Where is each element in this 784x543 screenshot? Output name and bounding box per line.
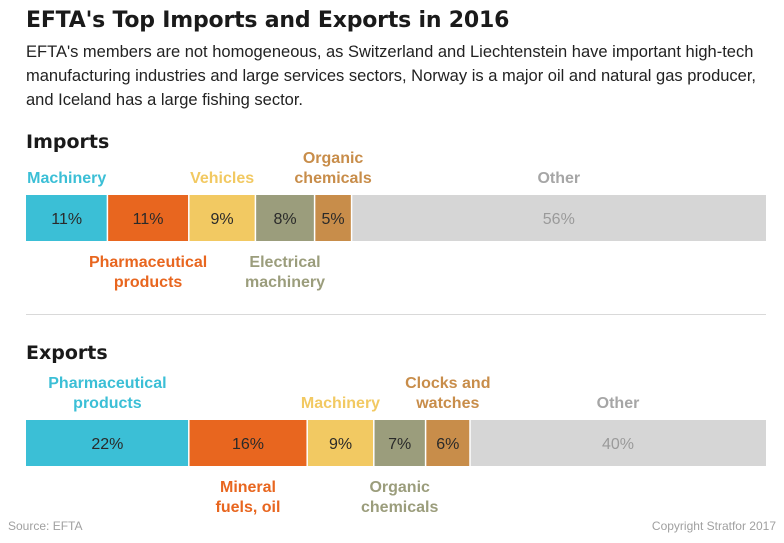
exports-bar-segment-4	[425, 420, 470, 466]
exports-value-label-2: 9%	[329, 436, 352, 453]
imports-value-label-2: 9%	[211, 211, 234, 228]
exports-bar-segment-5	[470, 420, 766, 466]
exports-value-label-0: 22%	[91, 436, 123, 453]
imports-value-label-3: 8%	[273, 211, 296, 228]
imports-category-label-2: Vehicles	[190, 170, 254, 187]
exports-bar-segment-1	[188, 420, 308, 466]
exports-bar-segment-2	[307, 420, 374, 466]
imports-category-label-0: Machinery	[27, 170, 106, 187]
source-note: Source: EFTA	[8, 519, 83, 533]
exports-value-label-5: 40%	[602, 436, 634, 453]
copyright-note: Copyright Stratfor 2017	[651, 519, 776, 533]
exports-bar-segment-3	[373, 420, 426, 466]
exports-category-label-1: Mineral fuels, oil	[216, 479, 281, 516]
imports-bar-segment-5	[351, 195, 766, 241]
imports-title: Imports	[26, 131, 110, 153]
imports-category-label-4: Organic chemicals	[294, 150, 371, 187]
imports-value-label-5: 56%	[543, 211, 575, 228]
exports-category-label-2: Machinery	[301, 395, 380, 412]
exports-category-label-5: Other	[597, 395, 640, 412]
exports-value-label-3: 7%	[388, 436, 411, 453]
imports-bar-segment-4	[314, 195, 352, 241]
imports-bar-segment-3	[255, 195, 315, 241]
imports-bar-segment-2	[188, 195, 256, 241]
imports-value-label-0: 11%	[51, 211, 82, 228]
exports-chart: 22% Pharmaceutical products 16% Mineral fuels…	[26, 375, 766, 516]
imports-bar-segment-0	[26, 195, 108, 241]
chart-subtitle: EFTA's members are not homogeneous, as S…	[26, 43, 757, 109]
exports-value-label-4: 6%	[436, 436, 459, 453]
exports-category-label-0: Pharmaceutical products	[48, 375, 166, 412]
exports-category-label-3: Organic chemicals	[361, 479, 438, 516]
section-divider	[26, 314, 766, 315]
exports-bar-segment-0	[26, 420, 189, 466]
imports-category-label-5: Other	[537, 170, 580, 187]
imports-category-label-3: Electrical machinery	[245, 254, 325, 291]
imports-value-label-4: 5%	[322, 211, 345, 228]
imports-chart: 11% Machinery 11% Pharmaceutical products 9% V…	[26, 150, 766, 291]
exports-title: Exports	[26, 342, 108, 364]
chart-title: EFTA's Top Imports and Exports in 2016	[26, 8, 510, 33]
imports-bar-segment-1	[107, 195, 189, 241]
exports-category-label-4: Clocks and watches	[405, 375, 490, 412]
exports-value-label-1: 16%	[232, 436, 264, 453]
imports-value-label-1: 11%	[133, 211, 164, 228]
imports-category-label-1: Pharmaceutical products	[89, 254, 207, 291]
